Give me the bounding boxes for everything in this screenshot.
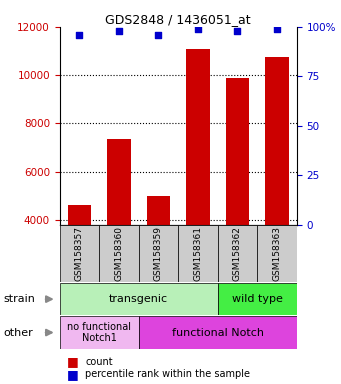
- Bar: [107, 139, 131, 225]
- Bar: [60, 316, 139, 349]
- Text: functional Notch: functional Notch: [172, 328, 264, 338]
- Bar: [147, 197, 170, 225]
- Text: GSM158363: GSM158363: [272, 226, 281, 281]
- Text: GSM158361: GSM158361: [193, 226, 203, 281]
- Bar: [60, 283, 218, 315]
- Point: [77, 32, 82, 38]
- Bar: [186, 49, 210, 225]
- Text: percentile rank within the sample: percentile rank within the sample: [85, 369, 250, 379]
- Point: [235, 28, 240, 34]
- Bar: [218, 225, 257, 282]
- Bar: [68, 205, 91, 225]
- Bar: [265, 57, 289, 225]
- Bar: [99, 225, 139, 282]
- Text: GSM158359: GSM158359: [154, 226, 163, 281]
- Title: GDS2848 / 1436051_at: GDS2848 / 1436051_at: [105, 13, 251, 26]
- Bar: [257, 225, 297, 282]
- Point: [274, 26, 280, 32]
- Text: ■: ■: [66, 368, 78, 381]
- Text: ■: ■: [66, 355, 78, 368]
- Bar: [178, 225, 218, 282]
- Bar: [225, 78, 249, 225]
- Text: GSM158360: GSM158360: [115, 226, 123, 281]
- Text: strain: strain: [3, 294, 35, 304]
- Point: [116, 28, 122, 34]
- Bar: [139, 316, 297, 349]
- Point: [195, 26, 201, 32]
- Point: [156, 32, 161, 38]
- Bar: [218, 283, 297, 315]
- Bar: [139, 225, 178, 282]
- Text: GSM158362: GSM158362: [233, 226, 242, 281]
- Text: no functional
Notch1: no functional Notch1: [67, 322, 131, 343]
- Text: transgenic: transgenic: [109, 294, 168, 304]
- Text: wild type: wild type: [232, 294, 283, 304]
- Text: GSM158357: GSM158357: [75, 226, 84, 281]
- Bar: [60, 225, 99, 282]
- Text: count: count: [85, 357, 113, 367]
- Text: other: other: [3, 328, 33, 338]
